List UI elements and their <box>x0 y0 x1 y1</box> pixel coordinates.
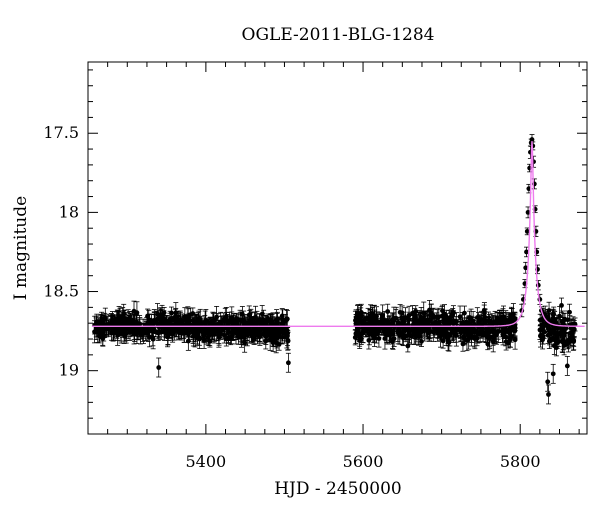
data-point <box>523 261 529 274</box>
data-point <box>97 319 103 339</box>
data-point <box>134 314 140 331</box>
data-point <box>434 312 440 336</box>
data-point <box>550 308 556 329</box>
data-point <box>274 329 280 342</box>
data-point <box>445 329 451 344</box>
model-layer <box>91 141 585 328</box>
data-point <box>540 329 546 345</box>
data-point <box>156 357 162 378</box>
data-point <box>257 321 263 338</box>
plot-frame <box>87 61 588 435</box>
data-point <box>190 321 196 338</box>
y-tick-label: 17.5 <box>43 123 79 142</box>
data-point <box>260 324 266 345</box>
data-layer <box>92 134 578 405</box>
data-point <box>150 329 156 350</box>
data-point <box>285 352 291 373</box>
y-tick-label: 18 <box>59 202 79 221</box>
data-point <box>482 309 488 332</box>
data-point <box>550 363 556 384</box>
data-point <box>561 327 567 345</box>
data-point <box>279 308 285 324</box>
data-point <box>100 325 106 338</box>
data-point <box>380 317 386 329</box>
data-point <box>465 326 471 339</box>
data-point <box>110 314 116 329</box>
model-curve <box>91 141 585 328</box>
data-point <box>417 313 423 334</box>
data-point <box>124 312 130 332</box>
data-point <box>545 384 551 405</box>
data-point <box>502 324 508 339</box>
data-point <box>161 310 167 327</box>
data-point <box>214 306 220 329</box>
data-point <box>439 304 445 317</box>
data-point <box>441 328 447 340</box>
data-point <box>201 330 207 343</box>
data-point <box>355 311 361 335</box>
x-axis-label: HJD - 2450000 <box>274 479 402 499</box>
data-point <box>553 339 559 357</box>
data-point <box>460 336 466 352</box>
data-point <box>551 326 557 339</box>
data-point <box>512 330 518 350</box>
data-point <box>404 318 410 340</box>
data-point <box>247 313 253 335</box>
chart-title: OGLE-2011-BLG-1284 <box>242 25 435 45</box>
data-point <box>486 311 492 330</box>
tick-label-layer: 5400 5600 5800 17.5 18 18.5 19 <box>43 123 540 471</box>
tick-layer <box>88 62 587 434</box>
data-point <box>548 322 554 337</box>
data-point <box>202 315 208 330</box>
data-point <box>267 314 273 326</box>
data-point <box>201 331 207 349</box>
data-point <box>376 329 382 348</box>
y-axis-label: I magnitude <box>11 196 31 300</box>
y-tick-label: 19 <box>59 361 79 380</box>
x-tick-label: 5400 <box>186 452 227 471</box>
data-point <box>145 308 151 324</box>
data-point <box>490 323 496 338</box>
x-tick-label: 5800 <box>500 452 541 471</box>
data-point <box>564 356 570 376</box>
data-point <box>430 312 436 336</box>
data-point <box>545 371 551 392</box>
data-point <box>274 309 280 332</box>
data-point <box>281 318 287 340</box>
y-tick-label: 18.5 <box>43 282 79 301</box>
data-point <box>451 313 457 333</box>
data-point <box>276 338 282 351</box>
data-point <box>567 334 573 349</box>
data-point <box>372 309 378 332</box>
x-tick-label: 5600 <box>343 452 384 471</box>
data-point <box>365 307 371 328</box>
data-point <box>391 330 397 347</box>
data-point <box>507 328 513 348</box>
data-point <box>494 324 500 345</box>
data-point <box>239 306 245 323</box>
data-point <box>252 311 258 324</box>
data-point <box>231 313 237 334</box>
data-point <box>397 304 403 321</box>
data-point <box>474 307 480 328</box>
data-point <box>271 331 277 347</box>
data-point <box>360 323 366 343</box>
